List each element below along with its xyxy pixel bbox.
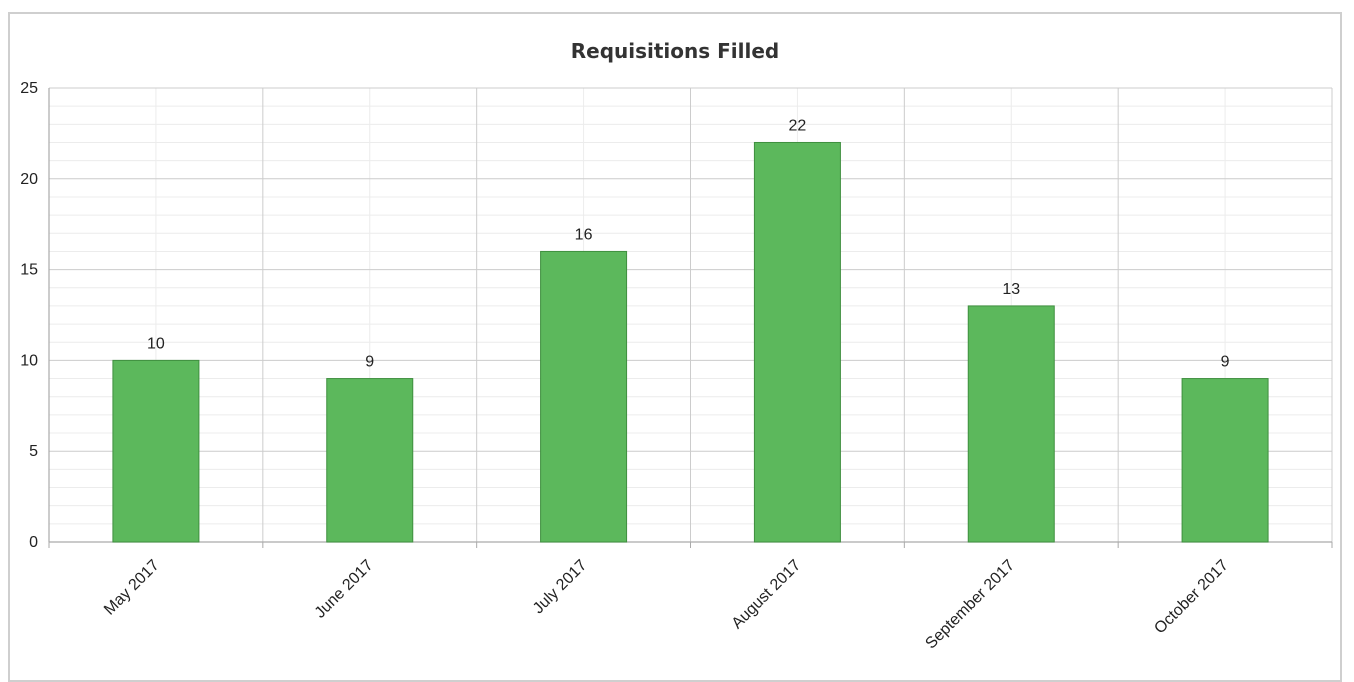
bar-october-2017 [1181, 378, 1269, 543]
x-tick-label: September 2017 [922, 557, 1018, 653]
y-tick-label: 5 [29, 443, 38, 460]
chart-panel: Requisitions Filled [8, 12, 1342, 682]
data-label: 13 [1002, 281, 1020, 298]
x-tick-label: October 2017 [1151, 557, 1232, 638]
y-tick-label: 0 [29, 534, 38, 551]
data-label: 10 [147, 335, 165, 352]
bar-july-2017 [540, 250, 628, 543]
bar-september-2017 [967, 305, 1055, 543]
x-tick-label: May 2017 [101, 557, 163, 619]
y-tick-label: 25 [20, 80, 38, 97]
bar-chart: 0 5 10 15 20 25 10 May 2017 9 June 2017 16 July 201… [20, 80, 1333, 653]
data-label: 16 [575, 226, 593, 243]
bar-august-2017 [753, 141, 841, 543]
chart-title: Requisitions Filled [570, 39, 780, 63]
x-tick-label: July 2017 [530, 557, 591, 618]
bar-may-2017 [112, 359, 200, 543]
y-tick-label: 15 [20, 262, 38, 279]
x-tick-label: August 2017 [729, 557, 805, 633]
data-label: 9 [365, 354, 374, 371]
y-tick-label: 20 [20, 171, 38, 188]
data-label: 22 [789, 117, 807, 134]
bar-june-2017 [326, 378, 414, 543]
data-label: 9 [1221, 354, 1230, 371]
x-tick-label: June 2017 [312, 557, 377, 622]
y-tick-label: 10 [20, 352, 38, 369]
